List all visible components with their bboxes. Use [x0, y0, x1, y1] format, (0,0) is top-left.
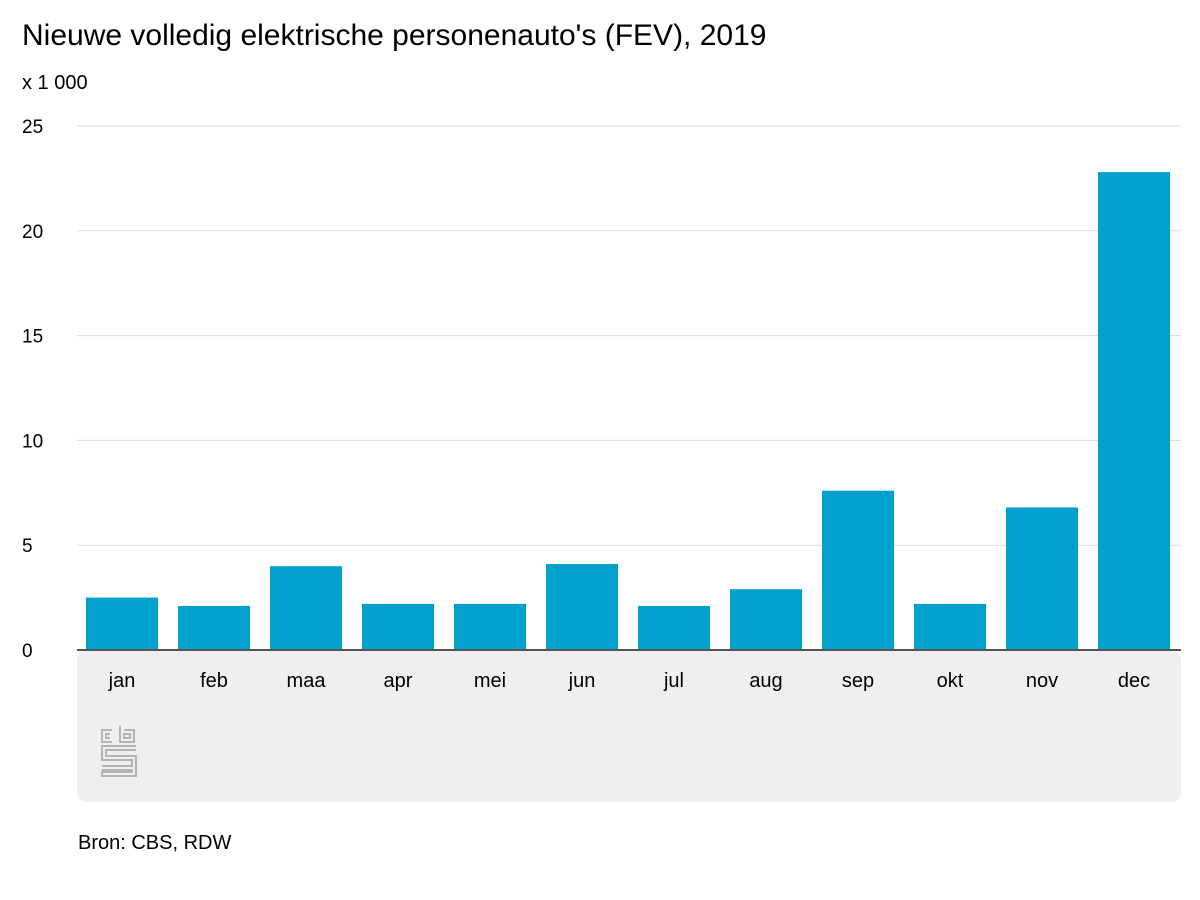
x-tick-label: dec: [1118, 670, 1150, 692]
y-tick-labels: 0 5 10 15 20 25: [22, 117, 43, 662]
bar-aug[interactable]: [730, 589, 802, 650]
x-tick-label: mei: [474, 670, 506, 692]
x-tick-label: nov: [1026, 670, 1058, 692]
x-tick-label: jul: [663, 670, 684, 692]
bar-maa[interactable]: [270, 566, 342, 650]
y-unit-label: x 1 000: [22, 72, 88, 94]
bar-nov[interactable]: [1006, 507, 1078, 650]
x-tick-labels: jan feb maa apr mei jun jul aug sep okt nov dec: [108, 670, 1150, 692]
y-tick-label: 10: [22, 431, 43, 452]
x-tick-label: aug: [749, 670, 782, 692]
bar-dec[interactable]: [1098, 172, 1170, 650]
x-tick-label: okt: [937, 670, 964, 692]
chart-title: Nieuwe volledig elektrische personenauto…: [22, 19, 767, 52]
gridlines: [77, 125, 1181, 546]
bar-jul[interactable]: [638, 605, 710, 650]
x-tick-label: sep: [842, 670, 874, 692]
bar-jan[interactable]: [86, 597, 158, 650]
x-tick-label: jun: [568, 670, 596, 692]
cbs-logo-icon: [101, 726, 137, 777]
bars: [86, 172, 1170, 650]
x-tick-label: maa: [287, 670, 327, 692]
y-tick-label: 15: [22, 327, 43, 348]
x-tick-label: jan: [108, 670, 136, 692]
bar-feb[interactable]: [178, 605, 250, 650]
y-tick-label: 25: [22, 117, 43, 138]
y-tick-label: 0: [22, 641, 33, 662]
category-axis-panel: [77, 650, 1181, 802]
bar-okt[interactable]: [914, 603, 986, 650]
x-tick-label: feb: [200, 670, 228, 692]
bar-jun[interactable]: [546, 564, 618, 650]
y-tick-label: 20: [22, 222, 43, 243]
bar-sep[interactable]: [822, 490, 894, 650]
y-tick-label: 5: [22, 536, 33, 557]
bar-apr[interactable]: [362, 603, 434, 650]
bar-mei[interactable]: [454, 603, 526, 650]
x-tick-label: apr: [384, 670, 413, 692]
source-note: Bron: CBS, RDW: [78, 832, 232, 854]
